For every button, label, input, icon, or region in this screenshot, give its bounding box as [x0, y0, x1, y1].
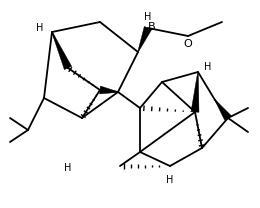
Text: H: H [36, 23, 44, 33]
Text: H: H [144, 12, 152, 22]
Polygon shape [215, 100, 231, 120]
Polygon shape [100, 86, 118, 94]
Polygon shape [138, 26, 152, 52]
Text: H: H [204, 62, 212, 72]
Text: O: O [184, 39, 192, 49]
Text: H: H [166, 175, 174, 185]
Text: B: B [148, 22, 156, 32]
Text: H: H [64, 163, 72, 173]
Polygon shape [52, 32, 72, 70]
Polygon shape [191, 72, 199, 112]
